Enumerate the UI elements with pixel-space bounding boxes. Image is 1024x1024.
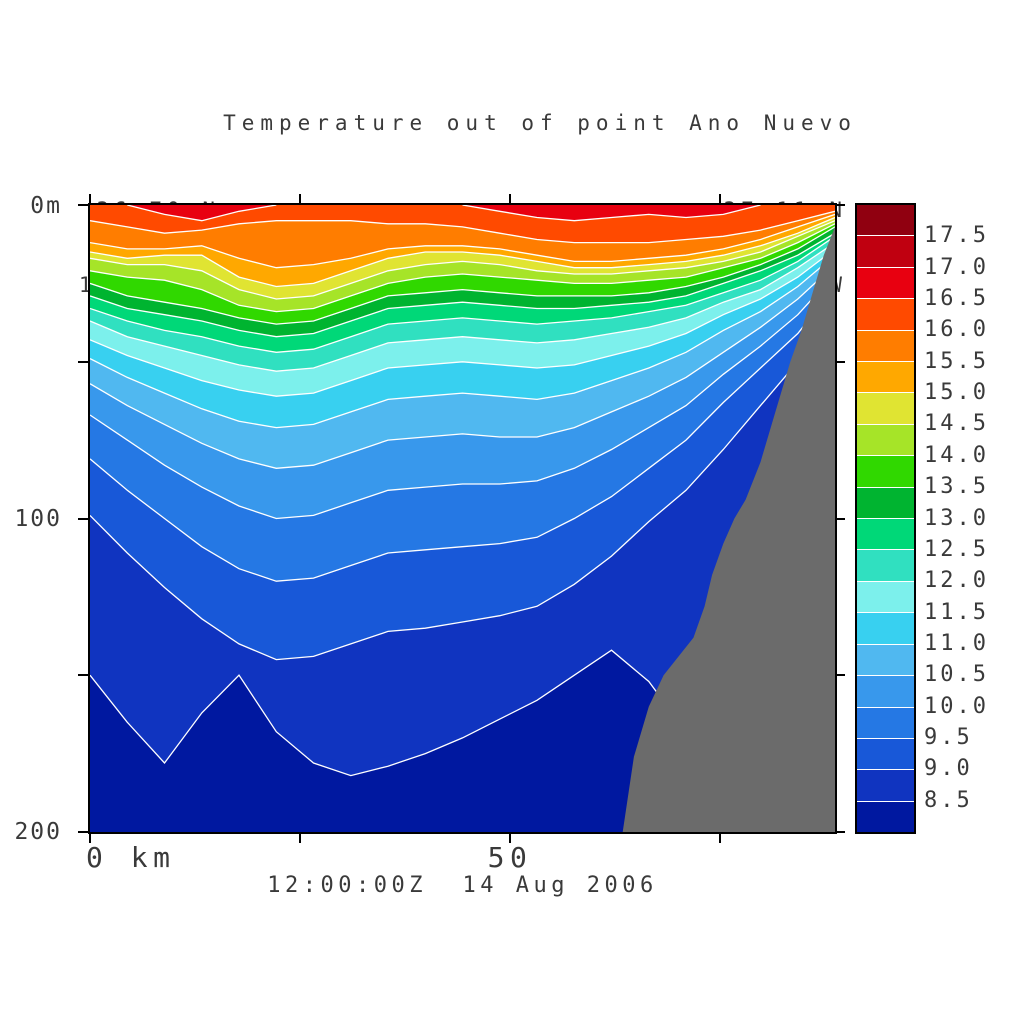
isotherm-contour-line (90, 213, 835, 269)
isotherm-contour-line (90, 273, 835, 520)
axis-tick (299, 834, 301, 843)
isotherm-contour-line (90, 220, 835, 300)
axis-tick (78, 204, 88, 206)
temperature-band (90, 220, 835, 312)
isotherm-contour-line (90, 286, 835, 582)
axis-tick (78, 674, 88, 676)
plot-title: Temperature out of point Ano Nuevo (223, 111, 857, 135)
colorbar (855, 203, 916, 834)
timestamp-label: 12:00:00Z 14 Aug 2006 (267, 873, 658, 898)
axis-tick (509, 194, 511, 203)
x-axis-label-0km: 0 km (86, 841, 176, 874)
temperature-band (90, 205, 835, 221)
temperature-band (90, 211, 835, 268)
colorbar-tick-label: 13.5 (924, 474, 989, 499)
x-axis-label-50: 50 (487, 841, 533, 874)
colorbar-cell (857, 675, 914, 707)
colorbar-cell (857, 549, 914, 581)
temperature-band (90, 255, 835, 469)
isotherm-contour-line (90, 242, 835, 372)
colorbar-cell (857, 769, 914, 801)
temperature-band (90, 274, 835, 582)
colorbar-tick-label: 9.5 (924, 725, 973, 750)
colorbar-tick-label: 12.5 (924, 537, 989, 562)
isotherm-contour-line (90, 226, 835, 325)
axis-tick (89, 834, 91, 843)
colorbar-cell (857, 298, 914, 330)
colorbar-tick-label: 9.0 (924, 756, 973, 781)
y-axis-label-0m: 0m (30, 193, 62, 219)
contour-plot (90, 205, 835, 832)
axis-tick (78, 361, 88, 363)
y-axis-label-100: 100 (14, 506, 62, 532)
colorbar-tick-label: 13.0 (924, 506, 989, 531)
temperature-band (90, 242, 835, 397)
y-axis-label-200: 200 (14, 819, 62, 845)
colorbar-tick-label: 11.5 (924, 600, 989, 625)
bathymetry-mask (622, 226, 835, 832)
colorbar-cell (857, 612, 914, 644)
axis-tick (837, 361, 845, 363)
colorbar-cell (857, 800, 914, 833)
colorbar-tick-label: 15.0 (924, 380, 989, 405)
colorbar-tick-label: 16.0 (924, 317, 989, 342)
isotherm-contour-line (90, 210, 835, 244)
colorbar-cell (857, 266, 914, 299)
temperature-band (90, 305, 835, 832)
axis-tick (837, 204, 845, 206)
colorbar-tick-label: 15.5 (924, 349, 989, 374)
colorbar-tick-label: 14.0 (924, 443, 989, 468)
isotherm-contour-line (127, 205, 761, 222)
colorbar-tick-label: 10.5 (924, 662, 989, 687)
colorbar-cell (857, 361, 914, 393)
plot-frame (88, 203, 837, 834)
axis-tick (837, 674, 845, 676)
isotherm-contour-line (90, 248, 835, 397)
colorbar-cell (857, 455, 914, 487)
colorbar-cell (857, 643, 914, 676)
colorbar-cell (857, 706, 914, 738)
temperature-band (90, 248, 835, 428)
isotherm-contour-line (90, 264, 835, 469)
colorbar-cell (857, 423, 914, 456)
isotherm-contour-line (90, 232, 835, 338)
colorbar-tick-label: 14.5 (924, 411, 989, 436)
colorbar-tick-label: 16.5 (924, 286, 989, 311)
temperature-band (90, 217, 835, 299)
axis-tick (837, 518, 845, 520)
colorbar-cell (857, 580, 914, 613)
axis-tick (78, 518, 88, 520)
axis-tick (719, 194, 721, 203)
temperature-band (90, 264, 835, 519)
isotherm-contour-line (90, 235, 835, 353)
colorbar-tick-label: 12.0 (924, 568, 989, 593)
colorbar-tick-label: 11.0 (924, 631, 989, 656)
temperature-band (90, 214, 835, 287)
colorbar-cell (857, 737, 914, 770)
temperature-band (90, 205, 835, 243)
axis-tick (509, 834, 511, 843)
colorbar-cell (857, 235, 914, 267)
axis-tick (299, 194, 301, 203)
colorbar-tick-label: 8.5 (924, 788, 973, 813)
colorbar-cell (857, 518, 914, 550)
colorbar-tick-label: 10.0 (924, 694, 989, 719)
colorbar-cell (857, 329, 914, 362)
colorbar-cell (857, 392, 914, 424)
axis-tick (89, 194, 91, 203)
axis-tick (78, 831, 88, 833)
colorbar-tick-label: 17.5 (924, 223, 989, 248)
isotherm-contour-line (90, 216, 835, 288)
isotherm-contour-line (90, 223, 835, 313)
axis-tick (719, 834, 721, 843)
colorbar-cell (857, 205, 914, 236)
isotherm-contour-line (90, 254, 835, 429)
axis-tick (837, 831, 845, 833)
colorbar-cell (857, 486, 914, 519)
temperature-band (90, 286, 835, 660)
isotherm-contour-line (90, 304, 835, 661)
colorbar-tick-label: 17.0 (924, 255, 989, 280)
